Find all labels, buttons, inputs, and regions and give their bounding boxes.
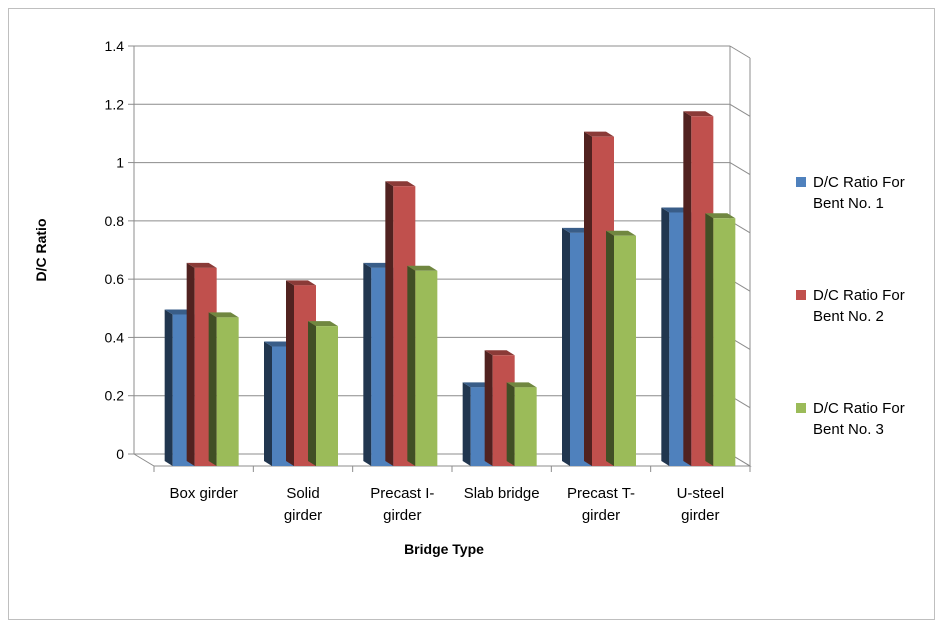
bar-top: [506, 382, 537, 388]
bar-side: [208, 312, 217, 466]
bar-side: [186, 262, 195, 466]
y-tick-label: 1.2: [105, 96, 125, 112]
y-tick-label: 0.4: [105, 329, 125, 345]
x-tick-label: U-steel: [677, 485, 725, 502]
bar: [316, 326, 338, 466]
y-tick-label: 0.6: [105, 271, 125, 287]
bar-side: [661, 207, 670, 466]
bar-side: [286, 280, 294, 466]
bar: [713, 218, 736, 466]
y-tick-label: 0.8: [105, 213, 125, 229]
y-tick-label: 1: [116, 155, 124, 171]
legend-label: D/C Ratio For: [813, 174, 905, 191]
legend-swatch: [796, 290, 806, 300]
y-tick-label: 1.4: [105, 38, 125, 54]
x-tick-label: Slab bridge: [464, 485, 540, 502]
x-tick-label: girder: [284, 507, 322, 524]
legend-swatch: [796, 403, 806, 413]
bar-top: [584, 131, 614, 137]
y-axis-title: D/C Ratio: [33, 219, 49, 282]
bar-top: [208, 312, 239, 318]
bar-top: [286, 280, 316, 286]
bar-side: [407, 265, 416, 466]
bar-side: [385, 181, 394, 466]
bar-top: [484, 350, 515, 356]
legend-label: Bent No. 2: [813, 308, 884, 325]
legend-label: D/C Ratio For: [813, 400, 905, 417]
bar-top: [186, 262, 217, 268]
bar-top: [606, 230, 636, 236]
bar-side: [264, 341, 272, 466]
bar-side: [705, 213, 714, 466]
gridline-side: [729, 45, 751, 59]
x-tick-label: Solid: [286, 485, 319, 502]
bar-side: [562, 227, 570, 466]
bar-side: [584, 131, 592, 466]
bar-top: [683, 111, 714, 117]
gridline-side: [729, 103, 751, 117]
bar-side: [606, 230, 614, 466]
legend-swatch: [796, 177, 806, 187]
x-tick-label: Box girder: [169, 485, 237, 502]
bar-side: [363, 262, 372, 466]
bar-top: [385, 181, 416, 187]
x-axis-title: Bridge Type: [404, 541, 484, 557]
legend-label: Bent No. 1: [813, 195, 884, 212]
bar-side: [462, 382, 471, 466]
bar-top: [407, 265, 438, 271]
y-tick-label: 0.2: [105, 388, 125, 404]
bar: [415, 270, 438, 466]
bar-side: [484, 350, 493, 466]
x-tick-label: Precast I-: [370, 485, 434, 502]
bar-side: [164, 309, 173, 466]
bar-side: [308, 321, 316, 466]
bar-side: [506, 382, 515, 466]
x-tick-label: girder: [681, 507, 719, 524]
bar: [514, 387, 537, 466]
y-tick-label: 0: [116, 446, 124, 462]
legend-label: D/C Ratio For: [813, 287, 905, 304]
gridline-side: [729, 162, 751, 176]
bar-top: [705, 213, 736, 219]
bar-top: [308, 321, 338, 327]
x-tick-label: Precast T-: [567, 485, 635, 502]
x-tick-label: girder: [383, 507, 421, 524]
x-tick-label: girder: [582, 507, 620, 524]
bar: [614, 235, 636, 466]
bar-side: [683, 111, 692, 467]
bar: [216, 317, 239, 466]
legend-label: Bent No. 3: [813, 421, 884, 438]
